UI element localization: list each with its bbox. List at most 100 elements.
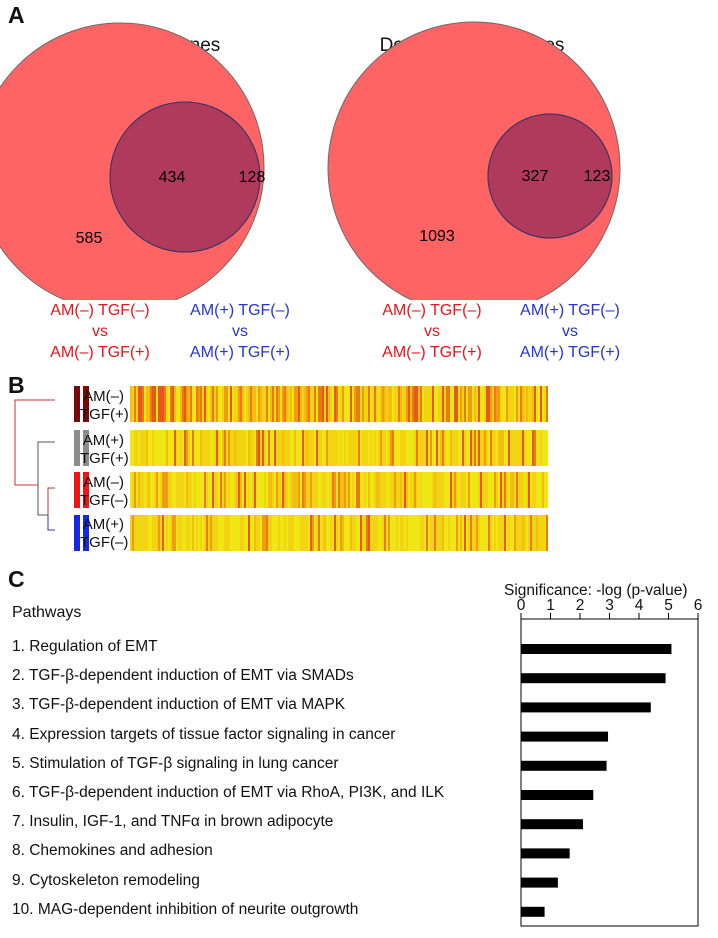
heatmap-cell: [492, 430, 494, 466]
comparison-line: vs: [232, 323, 248, 340]
heatmap-cell: [252, 472, 254, 508]
heatmap-cell: [222, 472, 224, 508]
heatmap-cell: [130, 430, 132, 466]
heatmap-cell: [250, 386, 252, 422]
heatmap-cell: [336, 472, 338, 508]
heatmap-cell: [430, 515, 432, 551]
heatmap-cell: [442, 430, 444, 466]
heatmap-cell: [282, 386, 284, 422]
heatmap-cell: [290, 386, 292, 422]
heatmap-cell: [442, 472, 444, 508]
heatmap-cell: [438, 472, 440, 508]
heatmap-cell: [168, 515, 170, 551]
heatmap-cell: [504, 472, 506, 508]
heatmap-cell: [266, 430, 268, 466]
heatmap-cell: [166, 472, 168, 508]
heatmap-cell: [540, 430, 542, 466]
heatmap-cell: [394, 515, 396, 551]
heatmap-cell: [406, 430, 408, 466]
heatmap-cell: [538, 515, 540, 551]
heatmap-cell: [512, 386, 514, 422]
heatmap-cell: [480, 472, 482, 508]
heatmap-cell: [268, 472, 270, 508]
heatmap-cell: [332, 430, 334, 466]
heatmap-cell: [236, 472, 238, 508]
heatmap-cell: [348, 386, 350, 422]
heatmap-cell: [234, 515, 236, 551]
heatmap-cell: [278, 515, 280, 551]
heatmap-cell: [466, 386, 468, 422]
heatmap-cell: [546, 472, 548, 508]
pathway-label: 6. TGF-β-dependent induction of EMT via …: [12, 784, 445, 801]
bar: [521, 819, 583, 830]
pathways-title: Pathways: [12, 604, 82, 621]
heatmap-cell: [454, 515, 456, 551]
heatmap-row-label: AM(+) TGF(+): [80, 432, 129, 468]
heatmap-cell: [282, 515, 284, 551]
heatmap-cell: [344, 386, 346, 422]
heatmap-cell: [314, 430, 316, 466]
pathway-label: 4. Expression targets of tissue factor s…: [12, 725, 396, 743]
heatmap-cell: [294, 386, 296, 422]
panel-label-a: A: [8, 2, 25, 28]
heatmap-cell: [190, 386, 192, 422]
venn-overlap-up: [110, 102, 260, 252]
heatmap-cell: [276, 430, 278, 466]
heatmap-cell: [262, 515, 264, 551]
heatmap-cell: [312, 386, 314, 422]
heatmap-cell: [436, 430, 438, 466]
heatmap-cell: [484, 430, 486, 466]
heatmap-cell: [142, 472, 144, 508]
heatmap-cell: [280, 386, 282, 422]
heatmap-cell: [536, 472, 538, 508]
heatmap-row-label: AM(–) TGF(–): [80, 474, 128, 510]
heatmap-cell: [184, 515, 186, 551]
heatmap-cell: [310, 515, 312, 551]
heatmap-cell: [168, 386, 170, 422]
heatmap-cell: [518, 515, 520, 551]
heatmap-cell: [434, 430, 436, 466]
heatmap-cell: [380, 430, 382, 466]
heatmap-cell: [160, 430, 162, 466]
heatmap-cell: [240, 472, 242, 508]
heatmap-cell: [198, 386, 200, 422]
heatmap-cell: [314, 515, 316, 551]
heatmap-cell: [458, 430, 460, 466]
heatmap-cell: [318, 430, 320, 466]
heatmap-cell: [276, 472, 278, 508]
heatmap-cell: [310, 430, 312, 466]
heatmap-cell: [410, 430, 412, 466]
heatmap-cell: [404, 472, 406, 508]
heatmap-cell: [400, 430, 402, 466]
heatmap-cell: [442, 386, 444, 422]
heatmap-cell: [222, 386, 224, 422]
heatmap-cell: [304, 386, 306, 422]
heatmap-cell: [540, 386, 542, 422]
heatmap-cell: [382, 515, 384, 551]
heatmap-cell: [450, 386, 452, 422]
heatmap-label-line: AM(–): [83, 474, 124, 491]
heatmap-cell: [346, 430, 348, 466]
heatmap-cell: [152, 386, 154, 422]
heatmap-cell: [234, 430, 236, 466]
heatmap-cell: [356, 386, 358, 422]
comparison-blue-down: AM(+) TGF(–) vs AM(+) TGF(+): [495, 300, 645, 363]
heatmap-cell: [326, 472, 328, 508]
heatmap-cell: [510, 515, 512, 551]
heatmap-cell: [282, 472, 284, 508]
heatmap-cell: [246, 430, 248, 466]
heatmap-cell: [200, 430, 202, 466]
heatmap-cell: [184, 472, 186, 508]
heatmap-cell: [172, 515, 174, 551]
heatmap-cell: [196, 472, 198, 508]
heatmap-cell: [476, 386, 478, 422]
heatmap-cell: [404, 515, 406, 551]
heatmap-cell: [450, 472, 452, 508]
heatmap-cell: [508, 430, 510, 466]
heatmap-cell: [350, 515, 352, 551]
heatmap-cell: [402, 472, 404, 508]
heatmap-cell: [480, 515, 482, 551]
heatmap-cell: [150, 386, 152, 422]
heatmap-cell: [244, 472, 246, 508]
heatmap-cell: [510, 472, 512, 508]
